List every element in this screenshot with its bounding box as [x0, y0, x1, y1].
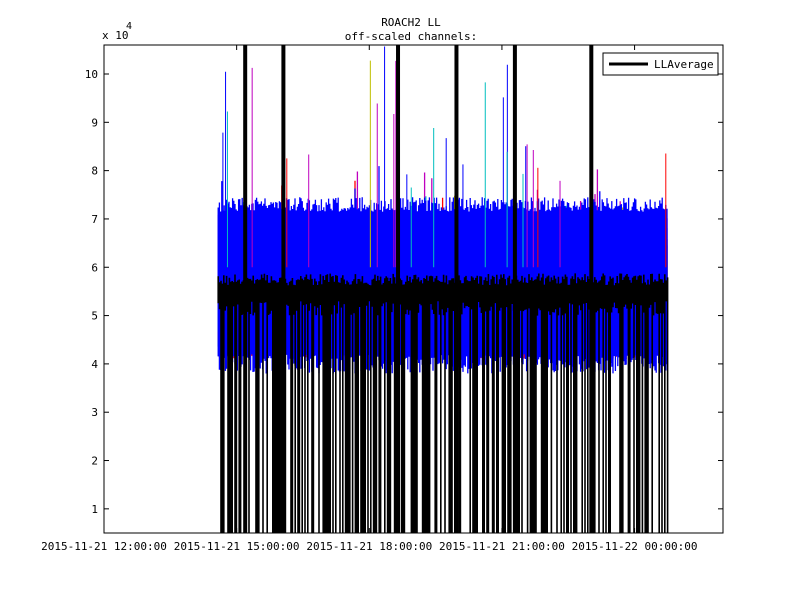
y-tick-label: 9	[91, 116, 98, 129]
y-tick-label: 3	[91, 406, 98, 419]
y-tick-label: 4	[91, 358, 98, 371]
series-llaverage	[217, 273, 669, 533]
y-tick-label: 10	[85, 68, 98, 81]
series-layer	[217, 45, 669, 533]
y-tick-label: 8	[91, 165, 98, 178]
chart-subtitle: off-scaled channels:	[345, 30, 477, 43]
x-tick-label: 2015-11-21 15:00:00	[174, 540, 300, 553]
legend: LLAverage	[602, 52, 719, 76]
y-tick-label: 6	[91, 261, 98, 274]
legend-box	[602, 52, 719, 76]
x-tick-label: 2015-11-22 00:00:00	[572, 540, 698, 553]
x-tick-label: 2015-11-21 18:00:00	[306, 540, 432, 553]
x-tick-label: 2015-11-21 12:00:00	[41, 540, 167, 553]
y-tick-label: 5	[91, 310, 98, 323]
legend-label: LLAverage	[654, 58, 714, 71]
y-tick-label: 7	[91, 213, 98, 226]
y-tick-label: 2	[91, 455, 98, 468]
axes-box	[103, 44, 724, 534]
y-multiplier-base: x 10	[102, 29, 129, 42]
plot-area: 1 2 3 4 5 6 7 8 9 10 2015-11-21 12:00:00 2015-11-21…	[41, 44, 724, 553]
y-tick-label: 1	[91, 503, 98, 516]
y-multiplier-exponent: 4	[126, 21, 132, 32]
x-tick-label: 2015-11-21 21:00:00	[439, 540, 565, 553]
chart-title: ROACH2 LL	[381, 16, 441, 29]
